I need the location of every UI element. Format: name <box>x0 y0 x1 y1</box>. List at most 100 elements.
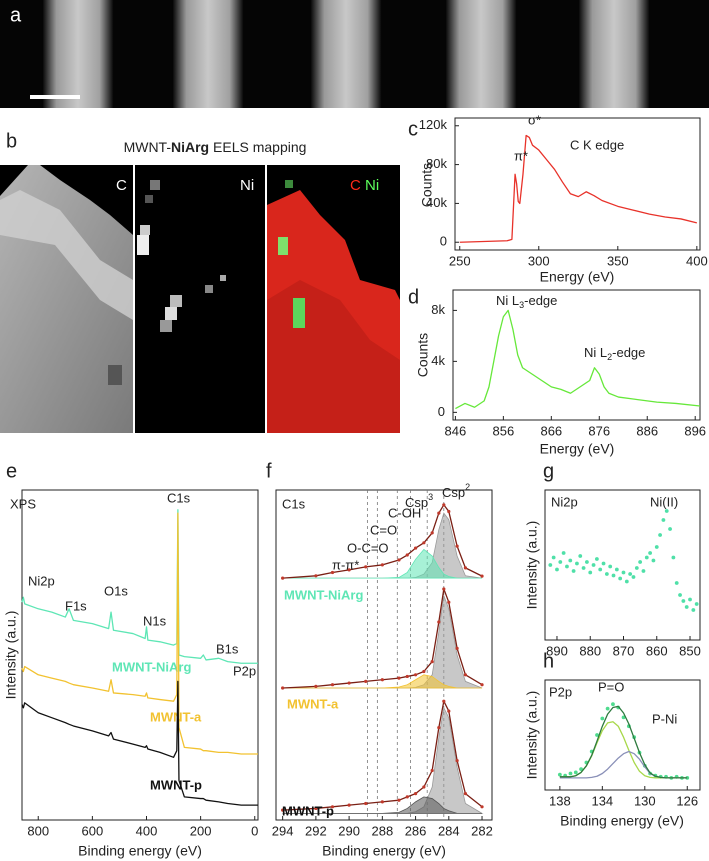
spectrum-line <box>21 680 258 806</box>
data-point <box>654 545 659 549</box>
data-point <box>347 681 351 685</box>
data-point <box>413 546 418 550</box>
map-pixel <box>285 180 293 188</box>
plot-frame <box>544 679 701 791</box>
x-tick-label: 876 <box>588 423 610 438</box>
data-point <box>330 570 335 575</box>
x-tick-label: 286 <box>405 823 427 838</box>
data-point <box>621 570 626 575</box>
data-point <box>578 554 583 558</box>
component-peak <box>282 706 484 814</box>
data-point <box>591 563 596 567</box>
data-point <box>604 572 609 576</box>
x-tick-label: 846 <box>445 423 467 438</box>
x-tick-label: 284 <box>438 823 460 838</box>
plot-frame <box>275 489 493 821</box>
annotation: C1s <box>167 490 191 505</box>
y-tick-label: 120k <box>419 117 448 132</box>
annotation: N1s <box>143 613 167 628</box>
y-axis-label: Intensity (a.u.) <box>524 521 540 610</box>
data-point <box>641 569 646 573</box>
plot-frame <box>454 117 701 251</box>
spectrum-line <box>459 134 697 243</box>
data-point <box>422 541 426 545</box>
data-point <box>661 518 666 522</box>
data-point <box>397 798 401 802</box>
annotation: π* <box>514 148 528 163</box>
x-tick-label: 200 <box>190 823 212 838</box>
data-point <box>573 770 578 775</box>
data-point <box>314 574 318 578</box>
ni-map <box>135 165 265 433</box>
data-point <box>413 792 418 796</box>
data-point <box>571 569 576 573</box>
annotation: O1s <box>104 583 128 598</box>
plot-frame <box>21 489 259 821</box>
data-point <box>397 676 401 680</box>
data-point <box>555 567 559 572</box>
x-axis-label: Energy (eV) <box>540 441 615 457</box>
y-tick-label: 0 <box>440 234 447 249</box>
data-point <box>314 684 318 688</box>
data-point <box>364 565 368 569</box>
data-point <box>442 699 446 703</box>
annotation: Ni L2-edge <box>584 345 645 362</box>
annotation: C-OH <box>388 505 421 520</box>
map-label: Ni <box>240 177 254 194</box>
x-tick-label: 0 <box>251 823 258 838</box>
y-tick-label: 80k <box>426 156 447 171</box>
x-tick-label: 890 <box>546 643 568 658</box>
data-point <box>455 646 459 651</box>
data-point <box>624 579 629 584</box>
annotation: Ni L3-edge <box>496 293 557 310</box>
data-point <box>614 567 619 572</box>
component-peak <box>282 595 483 689</box>
y-axis-label: Counts <box>415 333 431 377</box>
data-point <box>281 576 285 580</box>
x-tick-label: 134 <box>591 793 613 808</box>
nanotube <box>310 0 382 108</box>
x-tick-label: 294 <box>272 823 294 838</box>
data-point <box>688 597 692 602</box>
panel-label: c <box>408 118 418 140</box>
map-pixel <box>150 180 160 190</box>
map-pixel <box>205 285 213 293</box>
x-axis-label: Binding energy (eV) <box>78 843 202 859</box>
data-point <box>405 674 409 679</box>
annotation-part: Csp <box>442 485 465 500</box>
data-point <box>447 509 451 514</box>
data-point <box>480 683 484 687</box>
series-label: MWNT-NiArg <box>284 587 363 602</box>
data-point <box>463 792 468 796</box>
series-label: MWNT-p <box>150 777 202 792</box>
data-point <box>601 561 606 566</box>
data-point <box>480 574 484 578</box>
data-point <box>347 803 351 807</box>
y-axis-label: Intensity (a.u.) <box>524 691 540 780</box>
data-point <box>638 560 643 564</box>
map-pixel <box>165 307 177 320</box>
data-point <box>380 563 384 567</box>
map-pixel <box>160 320 172 332</box>
data-point <box>380 800 384 804</box>
data-point <box>565 564 569 569</box>
annotation: C=O <box>370 522 397 537</box>
map-pixel <box>108 365 122 385</box>
data-point <box>422 785 426 789</box>
annotation: P-Ni <box>652 711 677 726</box>
data-point <box>430 660 434 664</box>
panel-label: f <box>266 460 272 482</box>
map-pixel <box>140 225 150 235</box>
component-peak <box>282 796 483 814</box>
x-axis-label: Binding energy (eV) <box>322 843 446 859</box>
x-tick-label: 400 <box>686 253 708 268</box>
plot-frame <box>544 489 701 641</box>
annotation: P=O <box>598 679 624 694</box>
x-tick-label: 600 <box>82 823 104 838</box>
series-label: MWNT-a <box>287 696 339 711</box>
x-tick-label: 350 <box>607 253 629 268</box>
annotation: XPS <box>10 496 36 511</box>
series-label: MWNT-a <box>150 709 202 724</box>
annotation-sub: 2 <box>607 352 612 362</box>
map-label: Ni <box>365 177 379 194</box>
